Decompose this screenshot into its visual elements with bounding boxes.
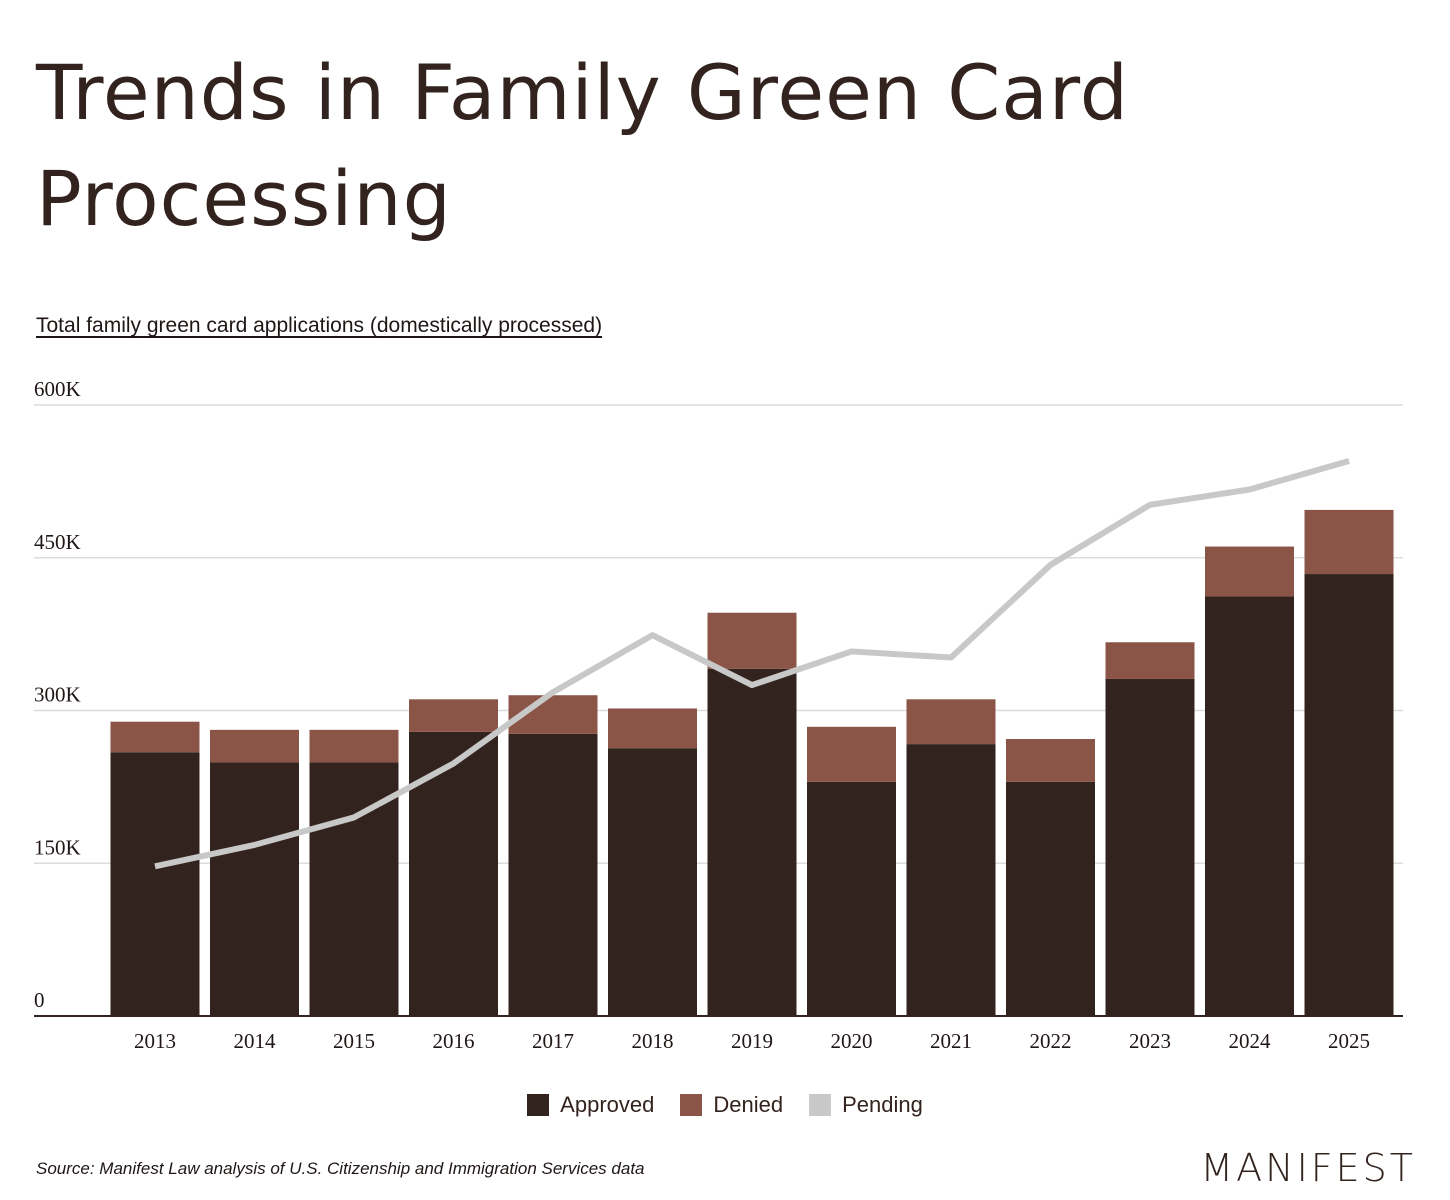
x-tick-label: 2014 bbox=[234, 1029, 277, 1053]
bar-denied bbox=[807, 726, 896, 782]
x-tick-label: 2018 bbox=[632, 1029, 674, 1053]
y-tick-label: 450K bbox=[34, 530, 81, 554]
x-tick-label: 2019 bbox=[731, 1029, 773, 1053]
x-tick-label: 2017 bbox=[532, 1029, 574, 1053]
source-note: Source: Manifest Law analysis of U.S. Ci… bbox=[36, 1159, 645, 1178]
bar-denied bbox=[906, 699, 996, 745]
bar-denied bbox=[1105, 642, 1195, 679]
y-tick-label: 150K bbox=[34, 835, 81, 859]
bar-approved bbox=[508, 733, 598, 1016]
bar-approved bbox=[608, 748, 697, 1016]
chart-legend: Approved Denied Pending bbox=[0, 1092, 1450, 1118]
bar-approved bbox=[906, 744, 996, 1016]
bar-denied bbox=[1006, 739, 1095, 782]
bar-approved bbox=[110, 752, 200, 1016]
chart-title: Trends in Family Green Card Processing bbox=[36, 48, 1130, 243]
bar-denied bbox=[1304, 509, 1394, 575]
bar-approved bbox=[1006, 781, 1095, 1016]
bar-denied bbox=[309, 729, 399, 763]
legend-swatch-pending bbox=[809, 1094, 832, 1116]
legend-item-denied: Denied bbox=[680, 1092, 783, 1118]
x-tick-label: 2016 bbox=[433, 1029, 475, 1053]
legend-label-approved: Approved bbox=[560, 1092, 655, 1117]
legend-swatch-denied bbox=[680, 1094, 703, 1116]
bar-approved bbox=[210, 762, 299, 1016]
x-tick-label: 2023 bbox=[1129, 1029, 1171, 1053]
legend-label-pending: Pending bbox=[842, 1092, 923, 1117]
y-tick-label: 300K bbox=[34, 683, 81, 707]
legend-item-approved: Approved bbox=[527, 1092, 654, 1118]
bar-approved bbox=[1205, 596, 1294, 1016]
bar-denied bbox=[608, 708, 697, 749]
legend-item-pending: Pending bbox=[809, 1092, 923, 1118]
x-tick-label: 2021 bbox=[930, 1029, 972, 1053]
bar-approved bbox=[707, 668, 797, 1016]
stacked-bar-line-chart: 0 150K 300K 450K 600K 2013 2014 2015 2016 2017 201… bbox=[34, 377, 1403, 1053]
x-tick-label: 2025 bbox=[1328, 1029, 1370, 1053]
bar-approved bbox=[1304, 574, 1394, 1016]
y-tick-label: 600K bbox=[34, 377, 81, 401]
bar-denied bbox=[110, 721, 200, 753]
x-tick-label: 2020 bbox=[831, 1029, 873, 1053]
x-tick-label: 2024 bbox=[1229, 1029, 1272, 1053]
y-tick-label: 0 bbox=[34, 988, 45, 1012]
x-tick-label: 2022 bbox=[1030, 1029, 1072, 1053]
x-tick-label: 2015 bbox=[333, 1029, 375, 1053]
manifest-logo: MANIFEST bbox=[1200, 1146, 1416, 1190]
bar-approved bbox=[409, 731, 498, 1016]
x-tick-label: 2013 bbox=[134, 1029, 176, 1053]
bar-approved bbox=[807, 781, 896, 1016]
bar-denied bbox=[409, 699, 498, 732]
bar-denied bbox=[1205, 546, 1294, 597]
legend-label-denied: Denied bbox=[713, 1092, 784, 1117]
bar-denied bbox=[707, 612, 797, 669]
legend-swatch-approved bbox=[527, 1094, 550, 1116]
chart-subtitle[interactable]: Total family green card applications (do… bbox=[36, 314, 603, 337]
bar-approved bbox=[1105, 678, 1195, 1016]
bar-denied bbox=[210, 729, 299, 763]
